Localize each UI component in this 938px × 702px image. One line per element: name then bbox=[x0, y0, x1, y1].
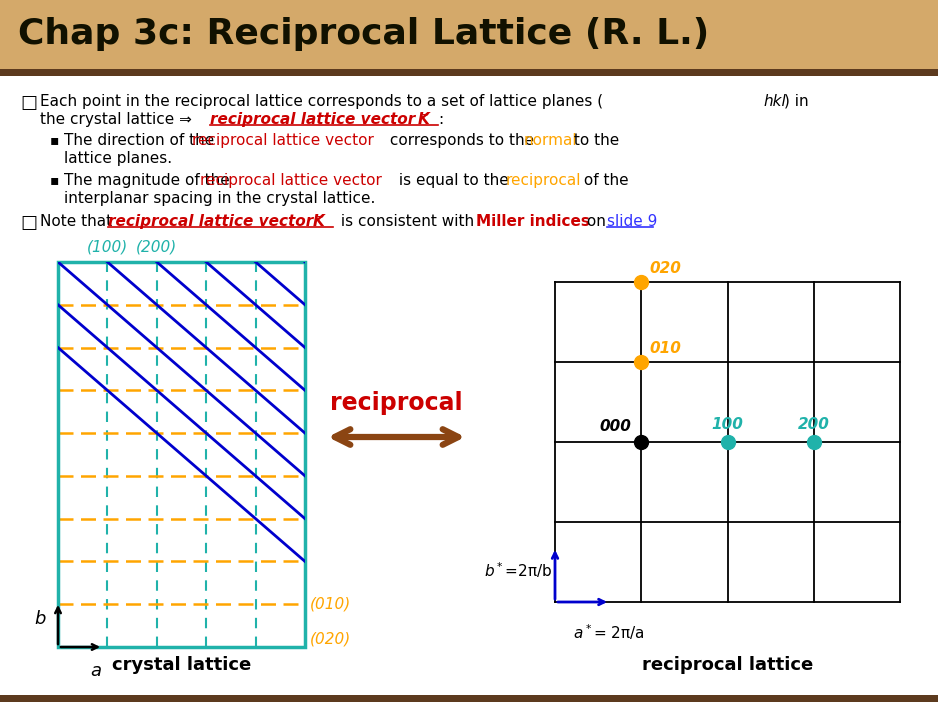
Text: The magnitude of the: The magnitude of the bbox=[64, 173, 234, 188]
Text: b: b bbox=[35, 610, 46, 628]
Text: corresponds to the: corresponds to the bbox=[385, 133, 539, 148]
Text: 200: 200 bbox=[798, 417, 830, 432]
Text: is consistent with: is consistent with bbox=[336, 214, 479, 229]
Text: crystal lattice: crystal lattice bbox=[112, 656, 251, 674]
Text: reciprocal lattice vector: reciprocal lattice vector bbox=[210, 112, 420, 127]
Text: Each point in the reciprocal lattice corresponds to a set of lattice planes (: Each point in the reciprocal lattice cor… bbox=[40, 94, 603, 109]
Text: on: on bbox=[582, 214, 611, 229]
Text: Chap 3c: Reciprocal Lattice (R. L.): Chap 3c: Reciprocal Lattice (R. L.) bbox=[18, 17, 709, 51]
Text: to the: to the bbox=[569, 133, 619, 148]
Bar bbox=[58, 262, 305, 647]
Text: 020: 020 bbox=[649, 261, 681, 276]
Text: K⃗: K⃗ bbox=[418, 112, 430, 127]
Text: :: : bbox=[438, 112, 443, 127]
Text: interplanar spacing in the crystal lattice.: interplanar spacing in the crystal latti… bbox=[64, 191, 375, 206]
Text: slide 9: slide 9 bbox=[607, 214, 658, 229]
Text: reciprocal: reciprocal bbox=[506, 173, 582, 188]
Text: (010): (010) bbox=[310, 597, 351, 611]
Text: (020): (020) bbox=[310, 632, 351, 647]
Text: Miller indices: Miller indices bbox=[476, 214, 590, 229]
Text: $b^*$=2π/b: $b^*$=2π/b bbox=[484, 560, 552, 580]
Text: The direction of the: The direction of the bbox=[64, 133, 219, 148]
Text: 000: 000 bbox=[599, 419, 631, 434]
Text: □: □ bbox=[20, 214, 37, 232]
Text: K⃗: K⃗ bbox=[313, 214, 325, 229]
Text: Note that: Note that bbox=[40, 214, 117, 229]
Text: (100): (100) bbox=[87, 239, 128, 254]
Text: lattice planes.: lattice planes. bbox=[64, 151, 173, 166]
Text: ) in: ) in bbox=[784, 94, 809, 109]
Text: reciprocal lattice vector: reciprocal lattice vector bbox=[192, 133, 374, 148]
Text: normal: normal bbox=[524, 133, 578, 148]
Text: is equal to the: is equal to the bbox=[394, 173, 514, 188]
Text: the crystal lattice ⇒: the crystal lattice ⇒ bbox=[40, 112, 197, 127]
Text: 010: 010 bbox=[649, 341, 681, 356]
Text: reciprocal: reciprocal bbox=[329, 391, 462, 415]
Text: of the: of the bbox=[579, 173, 628, 188]
Text: 100: 100 bbox=[712, 417, 744, 432]
Bar bbox=[0, 0, 938, 70]
Text: ▪: ▪ bbox=[50, 133, 59, 147]
Text: reciprocal lattice: reciprocal lattice bbox=[642, 656, 813, 674]
Text: hkl: hkl bbox=[763, 94, 786, 109]
Bar bbox=[0, 69, 938, 76]
Text: □: □ bbox=[20, 94, 37, 112]
Text: a: a bbox=[90, 662, 101, 680]
Text: ▪: ▪ bbox=[50, 173, 59, 187]
Text: $a^*$= 2π/a: $a^*$= 2π/a bbox=[573, 622, 644, 642]
Text: reciprocal lattice vector: reciprocal lattice vector bbox=[200, 173, 382, 188]
Text: reciprocal lattice vector: reciprocal lattice vector bbox=[108, 214, 319, 229]
Text: (200): (200) bbox=[136, 239, 177, 254]
Bar bbox=[0, 695, 938, 702]
